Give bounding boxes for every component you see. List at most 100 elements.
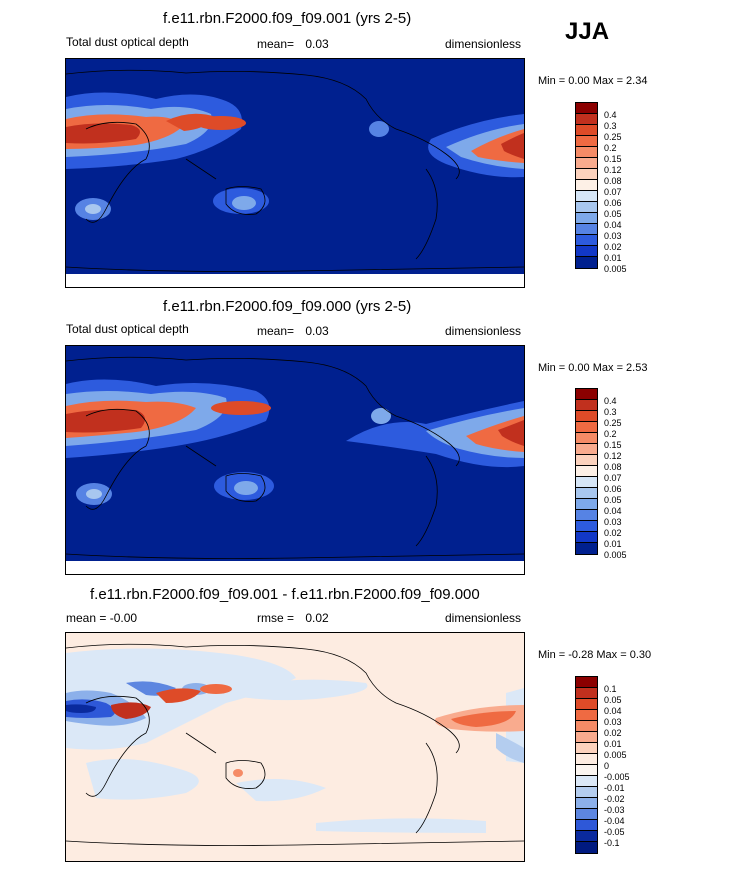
colorbar-label: -0.005 — [604, 772, 630, 782]
panel-3-rmse-label: rmse = — [257, 611, 295, 625]
panel-2-map — [65, 345, 525, 575]
colorbar-box — [576, 831, 597, 842]
colorbar-box — [576, 455, 597, 466]
colorbar-label: -0.01 — [604, 783, 625, 793]
colorbar-box — [576, 787, 597, 798]
colorbar-box — [576, 158, 597, 169]
colorbar-label: 0.15 — [604, 440, 622, 450]
panel-3-map — [65, 632, 525, 862]
colorbar-label: 0.2 — [604, 429, 617, 439]
colorbar-label: -0.03 — [604, 805, 625, 815]
colorbar-label: 0.3 — [604, 121, 617, 131]
colorbar-box — [576, 532, 597, 543]
panel-2-colorbar-labels: 0.4 0.3 0.25 0.2 0.15 0.12 0.08 0.07 0.06 0.05 0.0… — [604, 396, 627, 561]
colorbar-box — [576, 732, 597, 743]
colorbar-label: -0.04 — [604, 816, 625, 826]
panel-3-minmax: Min = -0.28 Max = 0.30 — [538, 649, 652, 661]
panel-2-colorbar — [575, 388, 598, 555]
colorbar-box — [576, 677, 597, 688]
colorbar-box — [576, 499, 597, 510]
panel-1-mean-label: mean= — [257, 37, 295, 51]
colorbar-box — [576, 743, 597, 754]
panel-1-units: dimensionless — [445, 37, 522, 51]
colorbar-box — [576, 180, 597, 191]
panel-1-minmax: Min = 0.00 Max = 2.34 — [538, 75, 648, 87]
panel-2-mean-label: mean= — [257, 324, 295, 338]
colorbar-box — [576, 543, 597, 554]
colorbar-label: 0.02 — [604, 528, 622, 538]
colorbar-label: 0.05 — [604, 209, 622, 219]
season-label: JJA — [565, 18, 610, 45]
colorbar-label: 0.08 — [604, 176, 622, 186]
colorbar-label: 0.12 — [604, 451, 622, 461]
colorbar-label: -0.05 — [604, 827, 625, 837]
colorbar-label: 0.03 — [604, 231, 622, 241]
colorbar-label: 0.1 — [604, 684, 617, 694]
colorbar-box — [576, 235, 597, 246]
colorbar-box — [576, 411, 597, 422]
colorbar-box — [576, 136, 597, 147]
colorbar-box — [576, 754, 597, 765]
colorbar-box — [576, 466, 597, 477]
colorbar-label: 0.12 — [604, 165, 622, 175]
colorbar-box — [576, 776, 597, 787]
colorbar-label: 0.04 — [604, 706, 622, 716]
colorbar-box — [576, 765, 597, 776]
colorbar-label: 0.02 — [604, 242, 622, 252]
colorbar-box — [576, 699, 597, 710]
colorbar-box — [576, 798, 597, 809]
colorbar-label: 0.15 — [604, 154, 622, 164]
panel-2-variable: Total dust optical depth — [66, 322, 189, 336]
colorbar-box — [576, 191, 597, 202]
panel-3-rmse-value: 0.02 — [305, 611, 329, 625]
colorbar-label: 0.04 — [604, 220, 622, 230]
colorbar-label: 0.06 — [604, 198, 622, 208]
colorbar-box — [576, 147, 597, 158]
colorbar-label: 0.07 — [604, 187, 622, 197]
colorbar-label: 0.3 — [604, 407, 617, 417]
colorbar-box — [576, 224, 597, 235]
colorbar-box — [576, 721, 597, 732]
panel-1-colorbar-labels: 0.4 0.3 0.25 0.2 0.15 0.12 0.08 0.07 0.06 0.05 0.0… — [604, 110, 627, 275]
colorbar-label: 0.25 — [604, 132, 622, 142]
colorbar-box — [576, 114, 597, 125]
colorbar-box — [576, 842, 597, 853]
colorbar-label: 0.4 — [604, 110, 617, 120]
colorbar-box — [576, 169, 597, 180]
colorbar-box — [576, 422, 597, 433]
colorbar-box — [576, 400, 597, 411]
colorbar-label: 0.01 — [604, 253, 622, 263]
colorbar-label: 0.4 — [604, 396, 617, 406]
panel-3-title: f.e11.rbn.F2000.f09_f09.001 - f.e11.rbn.… — [90, 586, 480, 603]
colorbar-label: 0.05 — [604, 495, 622, 505]
panel-3-colorbar — [575, 676, 598, 854]
panel-3-colorbar-labels: 0.1 0.05 0.04 0.03 0.02 0.01 0.005 0 -0.005 -0.01… — [604, 684, 630, 849]
panel-1-map — [65, 58, 525, 288]
colorbar-label: 0.03 — [604, 517, 622, 527]
colorbar-box — [576, 488, 597, 499]
colorbar-label: -0.02 — [604, 794, 625, 804]
colorbar-box — [576, 246, 597, 257]
colorbar-label: 0.2 — [604, 143, 617, 153]
panel-1-mean-value: 0.03 — [305, 37, 329, 51]
panel-3-mean: mean = -0.00 — [66, 611, 138, 625]
colorbar-box — [576, 389, 597, 400]
colorbar-box — [576, 125, 597, 136]
colorbar-box — [576, 710, 597, 721]
colorbar-box — [576, 444, 597, 455]
colorbar-label: 0.08 — [604, 462, 622, 472]
colorbar-label: 0.005 — [604, 550, 627, 560]
colorbar-label: 0.02 — [604, 728, 622, 738]
colorbar-label: 0.005 — [604, 264, 627, 274]
colorbar-label: 0.07 — [604, 473, 622, 483]
panel-2-title: f.e11.rbn.F2000.f09_f09.000 (yrs 2-5) — [163, 298, 412, 315]
colorbar-label: 0 — [604, 761, 610, 771]
panel-3-units: dimensionless — [445, 611, 522, 625]
colorbar-box — [576, 433, 597, 444]
colorbar-box — [576, 202, 597, 213]
panel-2-units: dimensionless — [445, 324, 522, 338]
colorbar-box — [576, 257, 597, 268]
colorbar-box — [576, 809, 597, 820]
colorbar-label: 0.05 — [604, 695, 622, 705]
panel-2-mean-value: 0.03 — [305, 324, 329, 338]
